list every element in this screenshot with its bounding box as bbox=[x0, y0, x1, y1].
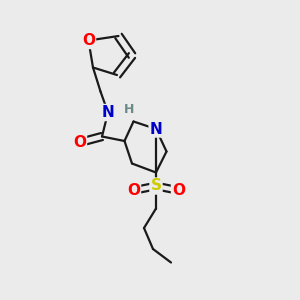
Text: O: O bbox=[172, 183, 185, 198]
Text: H: H bbox=[124, 103, 134, 116]
Text: O: O bbox=[82, 33, 95, 48]
Text: O: O bbox=[127, 183, 140, 198]
Text: N: N bbox=[102, 105, 114, 120]
Text: N: N bbox=[150, 122, 162, 136]
Text: O: O bbox=[73, 135, 86, 150]
Text: S: S bbox=[151, 178, 161, 194]
